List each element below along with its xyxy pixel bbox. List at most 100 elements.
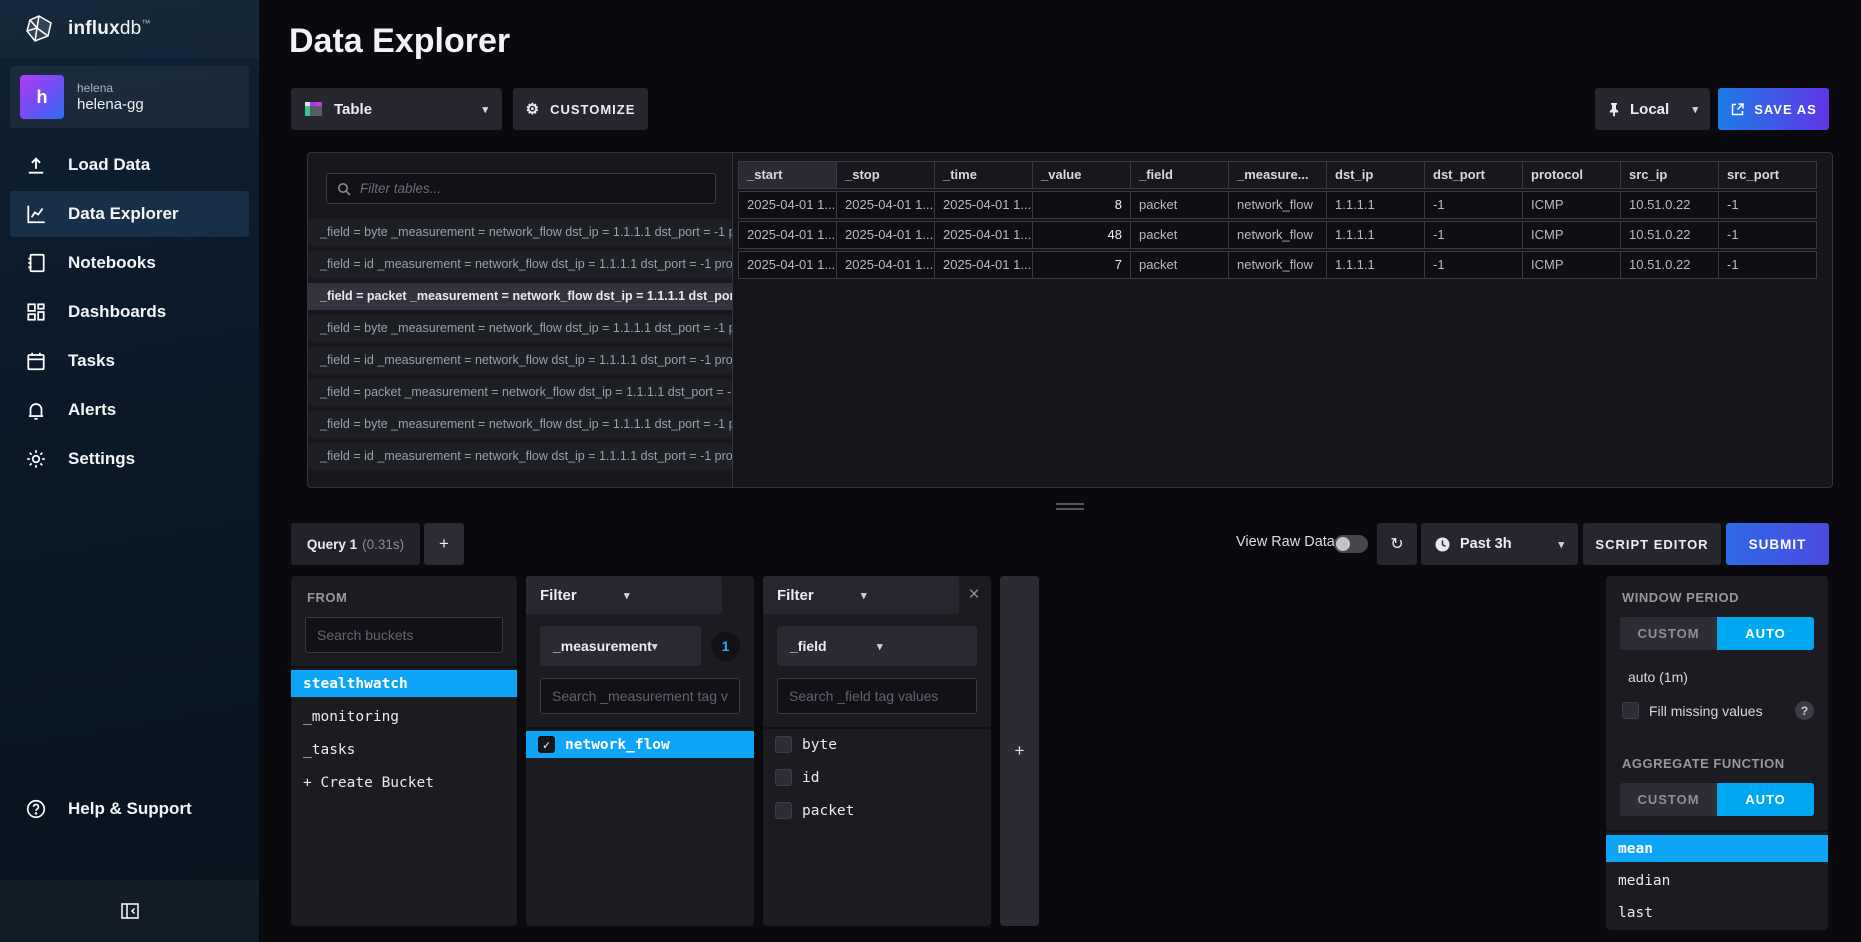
- local-value: Local: [1630, 100, 1670, 118]
- column-header[interactable]: _field: [1130, 161, 1229, 189]
- refresh-button[interactable]: ↻: [1377, 523, 1417, 565]
- field-key-dropdown[interactable]: _field ▾: [777, 626, 977, 666]
- auto-button[interactable]: AUTO: [1717, 617, 1814, 650]
- filter-type-dropdown[interactable]: Filter ▾: [763, 576, 959, 614]
- aggregate-function[interactable]: last: [1618, 904, 1653, 921]
- dashboards-icon: [24, 300, 48, 324]
- field-value[interactable]: packet: [763, 797, 991, 824]
- resize-handle[interactable]: [1056, 503, 1084, 513]
- column-header[interactable]: protocol: [1522, 161, 1621, 189]
- calendar-icon: [24, 349, 48, 373]
- view-raw-data-toggle[interactable]: [1334, 535, 1368, 553]
- table-row[interactable]: _field = byte _measurement = network_flo…: [308, 315, 732, 342]
- table-row[interactable]: _field = id _measurement = network_flow …: [308, 251, 732, 278]
- user-menu[interactable]: h helena helena-gg: [10, 66, 249, 128]
- aggregate-function-selected[interactable]: mean: [1606, 835, 1828, 862]
- toggle-knob: [1336, 537, 1350, 551]
- table-row[interactable]: _field = id _measurement = network_flow …: [308, 443, 732, 470]
- local-dropdown[interactable]: Local ▾: [1595, 88, 1710, 130]
- filter-tables-input[interactable]: [360, 181, 705, 196]
- filter-type-dropdown[interactable]: Filter ▾: [526, 576, 722, 614]
- custom-button[interactable]: CUSTOM: [1620, 617, 1717, 650]
- column-header[interactable]: _stop: [836, 161, 935, 189]
- notebook-icon: [24, 251, 48, 275]
- column-header[interactable]: _measure...: [1228, 161, 1327, 189]
- sidebar-item-dashboards[interactable]: Dashboards: [10, 289, 249, 335]
- table-row[interactable]: _field = packet _measurement = network_f…: [308, 379, 732, 406]
- table-row-selected[interactable]: _field = packet _measurement = network_f…: [308, 283, 732, 310]
- fill-missing-checkbox[interactable]: [1622, 702, 1639, 719]
- column-header[interactable]: _time: [934, 161, 1033, 189]
- field-value[interactable]: id: [763, 764, 991, 791]
- from-title: FROM: [307, 590, 348, 605]
- create-bucket-button[interactable]: + Create Bucket: [303, 774, 434, 791]
- sidebar-item-help-support[interactable]: Help & Support: [10, 786, 249, 832]
- submit-button[interactable]: SUBMIT: [1726, 523, 1829, 565]
- filter-tables-searchbox: [326, 173, 716, 204]
- sidebar-item-tasks[interactable]: Tasks: [10, 338, 249, 384]
- sidebar-item-alerts[interactable]: Alerts: [10, 387, 249, 433]
- bucket-item-selected[interactable]: stealthwatch: [291, 670, 517, 697]
- add-query-button[interactable]: +: [424, 523, 464, 565]
- save-as-button[interactable]: SAVE AS: [1718, 88, 1829, 130]
- search-buckets-input[interactable]: [317, 627, 491, 643]
- checkbox-icon[interactable]: [775, 736, 792, 753]
- table-row[interactable]: _field = id _measurement = network_flow …: [308, 347, 732, 374]
- chevron-down-icon: ▾: [651, 640, 658, 653]
- script-editor-button[interactable]: SCRIPT EDITOR: [1583, 523, 1721, 565]
- chevron-down-icon: ▾: [1558, 538, 1564, 551]
- collapse-sidebar-icon[interactable]: [119, 901, 141, 921]
- column-header[interactable]: src_ip: [1620, 161, 1719, 189]
- column-header[interactable]: _start: [738, 161, 837, 189]
- table-view-icon: [305, 102, 322, 116]
- checkbox-checked-icon[interactable]: ✓: [538, 736, 555, 753]
- help-badge-icon[interactable]: ?: [1795, 701, 1814, 720]
- checkbox-icon[interactable]: [775, 802, 792, 819]
- table-row[interactable]: _field = byte _measurement = network_flo…: [308, 219, 732, 246]
- add-filter-card-button[interactable]: +: [1000, 576, 1039, 926]
- custom-button[interactable]: CUSTOM: [1620, 783, 1717, 816]
- search-icon: [337, 182, 351, 196]
- window-period-value: auto (1m): [1628, 669, 1688, 685]
- window-period-mode-toggle: CUSTOM AUTO: [1620, 617, 1814, 650]
- auto-button[interactable]: AUTO: [1717, 783, 1814, 816]
- sidebar-item-settings[interactable]: Settings: [10, 436, 249, 482]
- aggregate-function[interactable]: median: [1618, 872, 1671, 889]
- tables-list: _field = byte _measurement = network_flo…: [308, 219, 732, 475]
- view-type-dropdown[interactable]: Table ▾: [291, 88, 502, 130]
- bucket-item[interactable]: _tasks: [303, 741, 356, 758]
- bell-icon: [24, 398, 48, 422]
- query-tab[interactable]: Query 1 (0.31s): [291, 523, 420, 565]
- bucket-item[interactable]: _monitoring: [303, 708, 400, 725]
- gear-icon: [24, 447, 48, 471]
- view-raw-data-label: View Raw Data: [1236, 534, 1335, 550]
- brand-header[interactable]: influxdb™: [0, 0, 259, 58]
- time-range-dropdown[interactable]: Past 3h ▾: [1421, 523, 1578, 565]
- column-header[interactable]: dst_port: [1424, 161, 1523, 189]
- close-filter-icon[interactable]: ×: [968, 584, 980, 605]
- checkbox-icon[interactable]: [775, 769, 792, 786]
- export-icon: [1730, 102, 1745, 117]
- gear-icon: ⚙: [525, 101, 541, 118]
- chevron-down-icon: ▾: [861, 589, 867, 602]
- aggregate-function-list: mean median last: [1606, 830, 1828, 926]
- search-field-input[interactable]: [789, 688, 965, 704]
- from-panel: FROM stealthwatch _monitoring _tasks + C…: [291, 576, 517, 926]
- aggregate-mode-toggle: CUSTOM AUTO: [1620, 783, 1814, 816]
- avatar: h: [20, 75, 64, 119]
- column-header[interactable]: _value: [1032, 161, 1131, 189]
- column-header[interactable]: dst_ip: [1326, 161, 1425, 189]
- table-row[interactable]: _field = byte _measurement = network_flo…: [308, 411, 732, 438]
- field-value[interactable]: byte: [763, 731, 991, 758]
- measurement-key-dropdown[interactable]: _measurement ▾: [540, 626, 701, 666]
- query-duration: (0.31s): [362, 536, 405, 552]
- bucket-list: stealthwatch _monitoring _tasks + Create…: [291, 666, 517, 796]
- column-header[interactable]: src_port: [1718, 161, 1817, 189]
- sidebar-item-load-data[interactable]: Load Data: [10, 142, 249, 188]
- measurement-value-selected[interactable]: ✓ network_flow: [526, 731, 754, 758]
- sidebar-item-notebooks[interactable]: Notebooks: [10, 240, 249, 286]
- view-type-value: Table: [334, 100, 373, 118]
- search-measurement-input[interactable]: [552, 688, 728, 704]
- sidebar-item-data-explorer[interactable]: Data Explorer: [10, 191, 249, 237]
- customize-button[interactable]: ⚙ CUSTOMIZE: [513, 88, 648, 130]
